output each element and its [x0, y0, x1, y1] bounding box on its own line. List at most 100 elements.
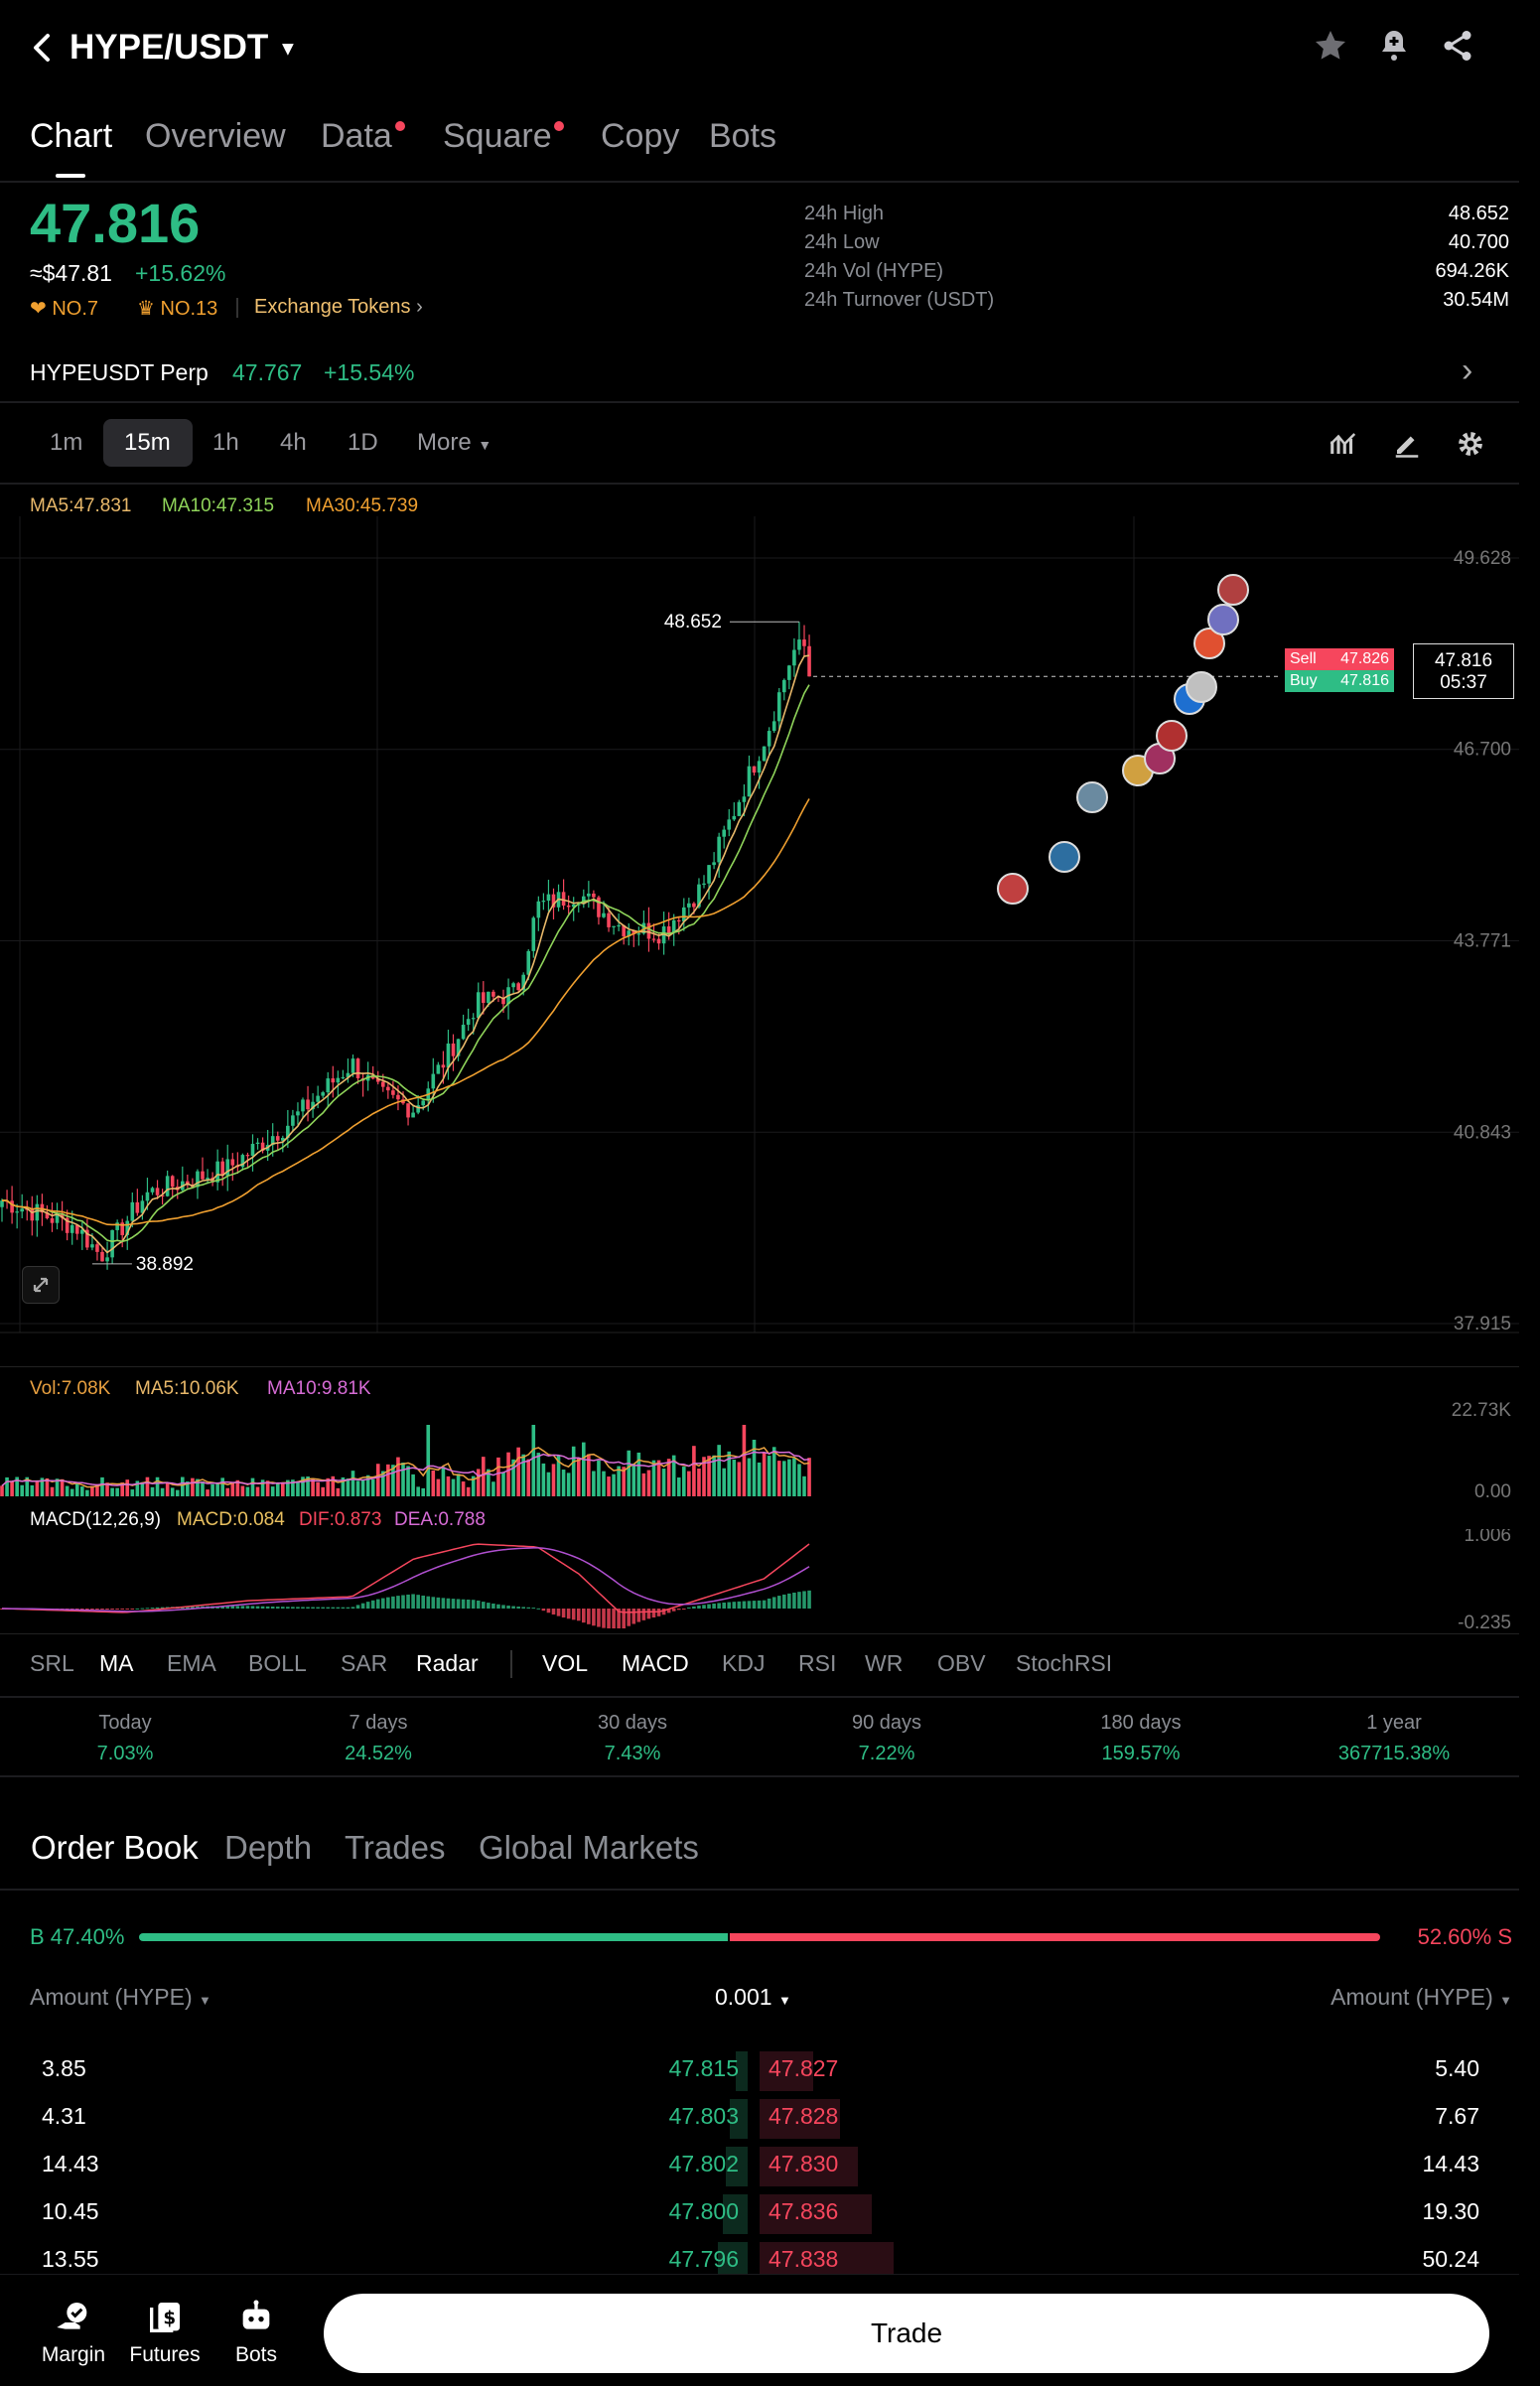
- tab-chart[interactable]: Chart: [30, 117, 113, 155]
- volume-bar: [346, 1478, 350, 1496]
- indicator-wr[interactable]: WR: [865, 1650, 904, 1676]
- candle-body: [436, 1064, 441, 1074]
- indicator-sar[interactable]: SAR: [341, 1650, 388, 1676]
- divider: [236, 298, 238, 318]
- candle-body: [521, 974, 525, 991]
- timeframe-15m[interactable]: 15m: [124, 429, 171, 456]
- col-left-header[interactable]: Amount (HYPE) ▼: [30, 1984, 211, 2011]
- indicator-radar[interactable]: Radar: [416, 1650, 479, 1676]
- draw-button[interactable]: [1392, 429, 1422, 459]
- volume-chart[interactable]: 22.73K 0.00: [0, 1400, 1519, 1499]
- volume-bar: [661, 1469, 666, 1496]
- candlestick-chart[interactable]: 49.62846.70043.77140.84337.91514:1502:15…: [0, 516, 1519, 1340]
- indicator-srl[interactable]: SRL: [30, 1650, 74, 1676]
- volume-bar: [275, 1483, 280, 1496]
- indicator-button[interactable]: [1329, 429, 1358, 459]
- back-button[interactable]: [28, 30, 58, 66]
- macd-histogram-bar: [130, 1609, 135, 1610]
- bid-price: 47.796: [668, 2246, 739, 2272]
- indicator-macd[interactable]: MACD: [622, 1650, 689, 1676]
- star-icon: [1316, 31, 1345, 60]
- order-book-row[interactable]: 3.85 47.815 47.827 5.40: [0, 2051, 1519, 2091]
- volume-bar: [306, 1476, 310, 1496]
- volume-bar: [60, 1478, 65, 1496]
- macd-histogram-bar: [787, 1593, 791, 1609]
- volume-bar: [692, 1446, 696, 1496]
- candle-body: [375, 1078, 380, 1082]
- buy-tag[interactable]: Buy 47.816: [1285, 670, 1394, 692]
- candle-body: [737, 801, 742, 816]
- macd-histogram-bar: [566, 1609, 571, 1619]
- perp-row[interactable]: HYPEUSDT Perp 47.767 +15.54% ›: [0, 348, 1519, 397]
- macd-histogram-bar: [747, 1601, 752, 1609]
- tab-order-book[interactable]: Order Book: [31, 1829, 199, 1866]
- col-right-header[interactable]: Amount (HYPE) ▼: [1330, 1984, 1512, 2011]
- volume-bar: [360, 1479, 365, 1496]
- timeframe-more[interactable]: More ▼: [417, 429, 491, 457]
- indicator-ma[interactable]: MA: [99, 1650, 134, 1676]
- order-book-row[interactable]: 4.31 47.803 47.828 7.67: [0, 2099, 1519, 2139]
- indicator-kdj[interactable]: KDJ: [722, 1650, 766, 1676]
- macd-histogram-bar: [671, 1609, 676, 1612]
- tab-global-markets[interactable]: Global Markets: [479, 1829, 699, 1866]
- bid-price: 47.815: [668, 2055, 739, 2081]
- macd-histogram-bar: [225, 1606, 230, 1609]
- macd-chart[interactable]: 1.006 -0.235: [0, 1529, 1519, 1628]
- candle-body: [561, 892, 566, 906]
- indicator-vol[interactable]: VOL: [542, 1650, 589, 1676]
- timeframe-1m[interactable]: 1m: [50, 429, 83, 456]
- pair-selector[interactable]: HYPE/USDT ▼: [70, 28, 298, 68]
- macd-histogram-bar: [531, 1608, 536, 1610]
- indicator-obv[interactable]: OBV: [937, 1650, 986, 1676]
- tab-bots[interactable]: Bots: [709, 117, 777, 155]
- macd-histogram-bar: [291, 1607, 295, 1609]
- macd-histogram-bar: [582, 1609, 586, 1623]
- macd-histogram-bar: [80, 1609, 84, 1610]
- indicator-boll[interactable]: BOLL: [248, 1650, 307, 1676]
- macd-histogram-bar: [792, 1592, 796, 1609]
- favorite-button[interactable]: [1313, 28, 1348, 64]
- rank-badge-1[interactable]: ❤ NO.7: [30, 296, 98, 321]
- futures-button[interactable]: $ Futures: [115, 2298, 214, 2367]
- timeframe-1d[interactable]: 1D: [348, 429, 378, 456]
- tag-link[interactable]: Exchange Tokens ›: [254, 296, 423, 319]
- order-book-row[interactable]: 10.45 47.800 47.836 19.30: [0, 2194, 1519, 2234]
- macd-histogram-bar: [631, 1609, 636, 1624]
- volume-bar: [0, 1485, 4, 1496]
- trade-button[interactable]: Trade: [324, 2294, 1489, 2373]
- volume-bar: [466, 1486, 471, 1496]
- precision-selector[interactable]: 0.001 ▼: [715, 1984, 791, 2011]
- indicator-rsi[interactable]: RSI: [798, 1650, 837, 1676]
- vol-ma10-label: MA10:9.81K: [267, 1378, 371, 1399]
- share-button[interactable]: [1440, 28, 1475, 64]
- volume-bar: [421, 1487, 425, 1496]
- tab-overview[interactable]: Overview: [145, 117, 286, 155]
- candle-body: [220, 1161, 224, 1176]
- timeframe-1h[interactable]: 1h: [212, 429, 239, 456]
- volume-bar: [526, 1459, 531, 1496]
- volume-bar: [566, 1473, 571, 1496]
- rank-badge-2[interactable]: ♛ NO.13: [137, 296, 217, 321]
- tab-trades[interactable]: Trades: [345, 1829, 446, 1866]
- candle-body: [316, 1095, 320, 1102]
- alert-button[interactable]: [1376, 28, 1412, 64]
- tab-copy[interactable]: Copy: [601, 117, 680, 155]
- candle-body: [496, 996, 500, 998]
- timeframe-4h[interactable]: 4h: [280, 429, 307, 456]
- order-book-row[interactable]: 14.43 47.802 47.830 14.43: [0, 2147, 1519, 2186]
- macd-histogram-bar: [762, 1600, 767, 1609]
- candle-body: [306, 1099, 310, 1110]
- return-1y: 1 year 367715.38%: [1337, 1712, 1451, 1764]
- indicator-stochrsi[interactable]: StochRSI: [1016, 1650, 1113, 1676]
- margin-button[interactable]: Margin: [24, 2298, 123, 2367]
- candle-body: [55, 1213, 60, 1223]
- expand-button[interactable]: [22, 1266, 60, 1304]
- tab-square[interactable]: Square: [443, 117, 552, 155]
- sell-tag[interactable]: Sell 47.826: [1285, 648, 1394, 670]
- indicator-ema[interactable]: EMA: [167, 1650, 216, 1676]
- tab-data[interactable]: Data: [321, 117, 392, 155]
- settings-button[interactable]: [1456, 429, 1485, 459]
- bots-button[interactable]: Bots: [207, 2298, 306, 2367]
- candle-body: [641, 922, 646, 934]
- tab-depth[interactable]: Depth: [224, 1829, 313, 1866]
